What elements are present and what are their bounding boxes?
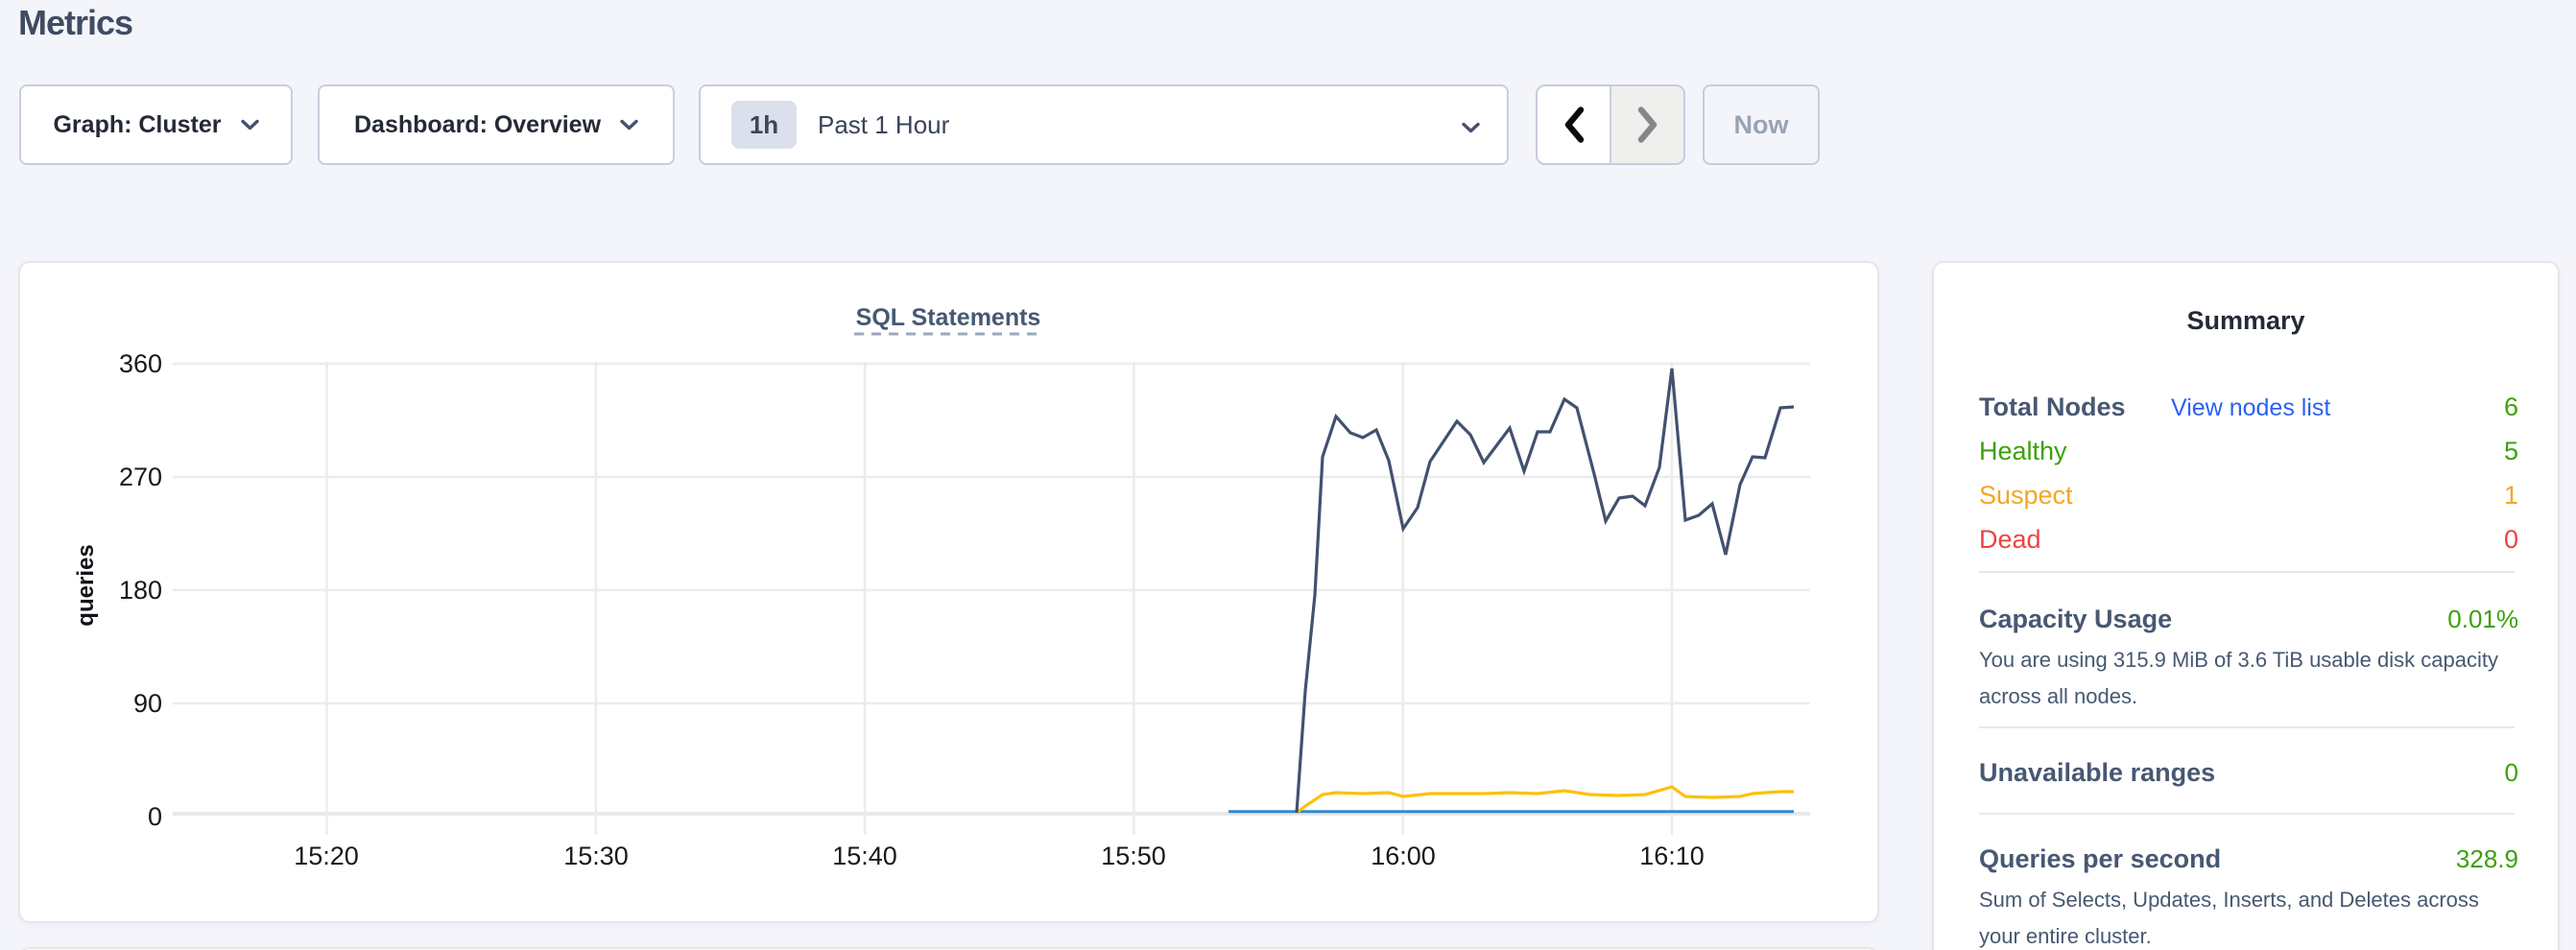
svg-text:16:10: 16:10 <box>1639 842 1705 870</box>
svg-text:SQL Statements: SQL Statements <box>856 304 1041 331</box>
svg-text:15:50: 15:50 <box>1101 842 1166 870</box>
svg-text:15:30: 15:30 <box>563 842 629 870</box>
svg-text:270: 270 <box>119 463 162 491</box>
svg-text:15:40: 15:40 <box>832 842 897 870</box>
svg-text:16:00: 16:00 <box>1371 842 1436 870</box>
svg-text:queries: queries <box>73 544 99 626</box>
svg-text:360: 360 <box>119 349 162 378</box>
svg-text:90: 90 <box>133 689 162 718</box>
svg-text:15:20: 15:20 <box>294 842 359 870</box>
svg-text:180: 180 <box>119 576 162 605</box>
svg-text:0: 0 <box>148 802 162 831</box>
